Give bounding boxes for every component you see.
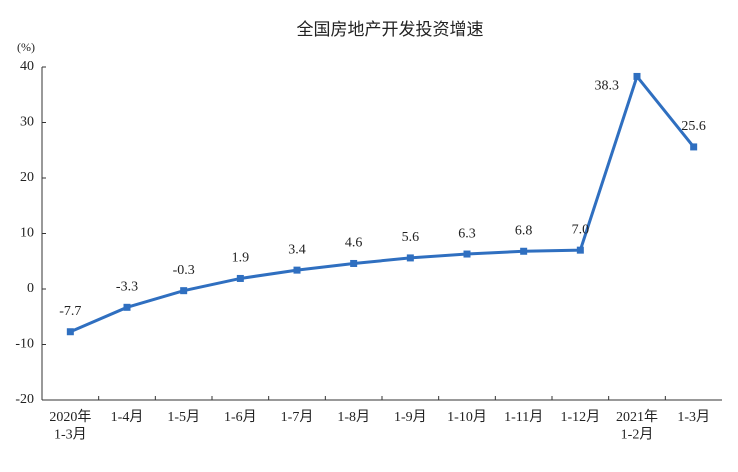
series-line xyxy=(69,73,695,334)
data-label: -7.7 xyxy=(59,304,81,319)
x-tick-label: 2020年 1-3月 xyxy=(49,409,91,443)
y-tick-label: 30 xyxy=(20,115,34,130)
point xyxy=(520,247,528,255)
point xyxy=(633,72,641,80)
point xyxy=(576,246,584,254)
point xyxy=(690,143,698,151)
x-tick-label: 1-3月 xyxy=(677,409,710,425)
y-axis-label: (%) xyxy=(17,40,35,54)
data-label: 6.8 xyxy=(515,223,533,238)
chart-title: 全国房地产开发投资增速 xyxy=(297,20,484,40)
point xyxy=(463,250,471,258)
data-label: 38.3 xyxy=(595,79,620,94)
x-tick-label: 1-10月 xyxy=(447,409,487,425)
data-label: 1.9 xyxy=(232,251,250,266)
x-tick-label: 2021年 1-2月 xyxy=(616,409,658,443)
x-tick-label: 1-7月 xyxy=(281,409,314,425)
y-tick-label: -20 xyxy=(15,392,34,407)
y-tick-label: 10 xyxy=(20,226,34,241)
data-label: 4.6 xyxy=(345,236,363,251)
point xyxy=(123,303,131,311)
x-tick-label: 1-8月 xyxy=(337,409,370,425)
x-tick-label: 1-6月 xyxy=(224,409,257,425)
data-label: 6.3 xyxy=(458,226,476,241)
y-tick-label: 40 xyxy=(20,59,34,74)
data-label: -3.3 xyxy=(116,280,138,295)
point xyxy=(406,254,414,262)
point xyxy=(236,274,244,282)
x-tick-label: 1-12月 xyxy=(560,409,600,425)
data-label: -0.3 xyxy=(173,263,195,278)
data-label: 3.4 xyxy=(288,242,306,257)
data-label: 25.6 xyxy=(681,119,706,134)
point xyxy=(180,287,188,295)
x-tick-label: 1-4月 xyxy=(111,409,144,425)
point xyxy=(293,266,301,274)
y-tick-label: -10 xyxy=(15,337,34,352)
x-tick-label: 1-11月 xyxy=(504,409,543,425)
data-label: 5.6 xyxy=(402,230,420,245)
y-tick-label: 20 xyxy=(20,170,34,185)
x-tick-label: 1-9月 xyxy=(394,409,427,425)
point xyxy=(66,328,74,336)
x-tick-label: 1-5月 xyxy=(167,409,200,425)
point xyxy=(350,259,358,267)
data-label: 7.0 xyxy=(572,222,590,237)
y-tick-label: 0 xyxy=(27,281,34,296)
